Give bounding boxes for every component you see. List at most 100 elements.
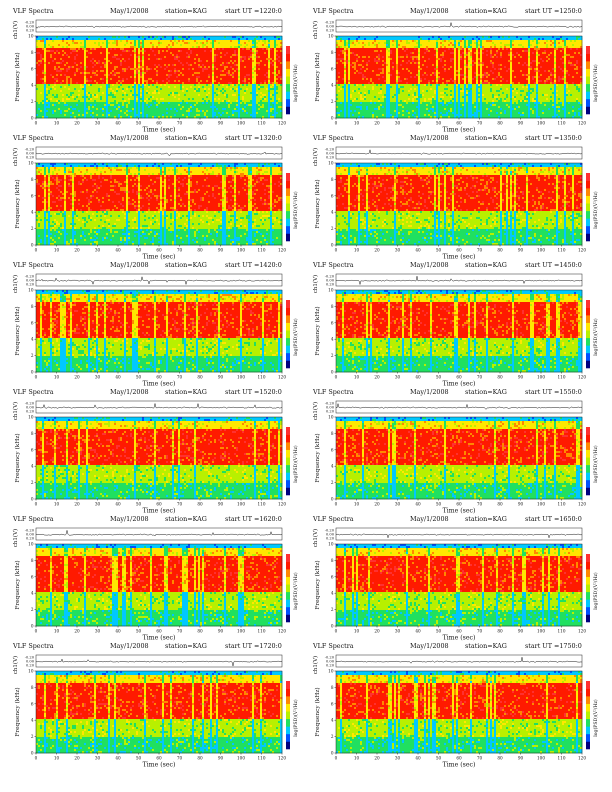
spectra-panel: VLF Spectra May/1/2008 station=KAG start UT… bbox=[310, 6, 602, 134]
x-tick-label: 40 bbox=[115, 248, 121, 253]
x-tick-label: 30 bbox=[95, 502, 101, 507]
x-tick-label: 80 bbox=[197, 121, 203, 126]
spectrogram-image bbox=[336, 671, 582, 753]
x-tick-label: 100 bbox=[237, 629, 245, 634]
x-tick-label: 50 bbox=[136, 756, 142, 761]
y-tick-label: 2 bbox=[31, 353, 34, 358]
x-tick-label: 90 bbox=[218, 756, 224, 761]
x-tick-label: 100 bbox=[237, 248, 245, 253]
x-tick-label: 90 bbox=[218, 248, 224, 253]
x-tick-label: 100 bbox=[537, 502, 545, 507]
x-tick-label: 80 bbox=[497, 248, 503, 253]
x-tick-label: 120 bbox=[278, 248, 286, 253]
colorbar-label: log(PSD)(V²/Hz) bbox=[592, 191, 599, 229]
ch-axis-label: ch1(V) bbox=[312, 275, 319, 293]
y-tick-label: 10 bbox=[28, 415, 34, 420]
x-tick-label: 70 bbox=[177, 121, 183, 126]
x-tick-label: 100 bbox=[237, 502, 245, 507]
x-tick-label: 40 bbox=[115, 121, 121, 126]
x-tick-label: 120 bbox=[278, 121, 286, 126]
x-tick-label: 110 bbox=[258, 248, 266, 253]
ch-tick-label: 0.20 bbox=[326, 537, 335, 541]
x-tick-label: 50 bbox=[136, 121, 142, 126]
y-axis-label: Frequency (kHz) bbox=[314, 687, 321, 736]
x-tick-label: 70 bbox=[477, 756, 483, 761]
y-tick-label: 0 bbox=[331, 243, 334, 248]
ch-axis-label: ch1(V) bbox=[12, 656, 19, 674]
y-tick-label: 0 bbox=[331, 370, 334, 375]
x-tick-label: 60 bbox=[456, 248, 462, 253]
x-tick-label: 60 bbox=[156, 375, 162, 380]
x-tick-label: 120 bbox=[578, 121, 586, 126]
x-tick-label: 110 bbox=[558, 248, 566, 253]
y-tick-label: 0 bbox=[31, 370, 34, 375]
spectrogram-image bbox=[336, 417, 582, 499]
y-tick-label: 6 bbox=[331, 447, 334, 452]
x-tick-label: 50 bbox=[136, 629, 142, 634]
x-tick-label: 80 bbox=[497, 756, 503, 761]
x-tick-label: 80 bbox=[197, 629, 203, 634]
x-tick-label: 20 bbox=[374, 121, 380, 126]
y-tick-label: 4 bbox=[31, 591, 34, 596]
x-tick-label: 110 bbox=[258, 121, 266, 126]
y-tick-label: 4 bbox=[31, 718, 34, 723]
x-tick-label: 100 bbox=[237, 756, 245, 761]
trace-frame bbox=[36, 147, 282, 159]
y-tick-label: 4 bbox=[331, 591, 334, 596]
x-tick-label: 90 bbox=[518, 248, 524, 253]
colorbar bbox=[286, 554, 290, 622]
x-tick-label: 40 bbox=[415, 121, 421, 126]
y-tick-label: 4 bbox=[331, 718, 334, 723]
x-tick-label: 70 bbox=[177, 629, 183, 634]
y-tick-label: 6 bbox=[31, 701, 34, 706]
x-tick-label: 0 bbox=[35, 248, 38, 253]
y-tick-label: 4 bbox=[31, 337, 34, 342]
x-tick-label: 90 bbox=[518, 502, 524, 507]
colorbar bbox=[586, 173, 590, 241]
x-tick-label: 110 bbox=[258, 502, 266, 507]
x-tick-label: 40 bbox=[415, 629, 421, 634]
ch-tick-label: 0.20 bbox=[326, 283, 335, 287]
y-axis-label: Frequency (kHz) bbox=[14, 560, 21, 609]
y-tick-label: 8 bbox=[31, 50, 34, 55]
colorbar-label: log(PSD)(V²/Hz) bbox=[592, 445, 599, 483]
spectrogram-image bbox=[36, 671, 282, 753]
x-tick-label: 100 bbox=[237, 375, 245, 380]
spectra-panel: VLF Spectra May/1/2008 station=KAG start UT… bbox=[310, 641, 602, 769]
ch-axis-label: ch1(V) bbox=[312, 402, 319, 420]
y-axis-label: Frequency (kHz) bbox=[14, 306, 21, 355]
x-tick-label: 80 bbox=[497, 121, 503, 126]
trace-frame bbox=[36, 655, 282, 667]
x-tick-label: 100 bbox=[537, 121, 545, 126]
x-tick-label: 50 bbox=[436, 248, 442, 253]
y-tick-label: 2 bbox=[31, 734, 34, 739]
y-tick-label: 0 bbox=[331, 751, 334, 756]
x-tick-label: 40 bbox=[115, 756, 121, 761]
x-tick-label: 50 bbox=[136, 502, 142, 507]
spectra-panel: VLF Spectra May/1/2008 station=KAG start UT… bbox=[310, 133, 602, 261]
spectra-panel: VLF Spectra May/1/2008 station=KAG start UT… bbox=[310, 260, 602, 388]
x-tick-label: 20 bbox=[74, 756, 80, 761]
ch-axis-label: ch1(V) bbox=[12, 148, 19, 166]
ch-tick-label: 0.20 bbox=[26, 410, 35, 414]
y-tick-label: 4 bbox=[331, 337, 334, 342]
colorbar-label: log(PSD)(V²/Hz) bbox=[292, 572, 299, 610]
y-tick-label: 2 bbox=[31, 99, 34, 104]
x-tick-label: 60 bbox=[156, 248, 162, 253]
y-tick-label: 10 bbox=[328, 34, 334, 39]
x-tick-label: 120 bbox=[278, 756, 286, 761]
x-tick-label: 50 bbox=[136, 248, 142, 253]
spectra-panel: VLF Spectra May/1/2008 station=KAG start UT… bbox=[10, 133, 302, 261]
x-tick-label: 0 bbox=[35, 502, 38, 507]
x-tick-label: 0 bbox=[35, 375, 38, 380]
x-tick-label: 90 bbox=[518, 629, 524, 634]
ch-axis-label: ch1(V) bbox=[12, 275, 19, 293]
x-tick-label: 70 bbox=[477, 248, 483, 253]
x-tick-label: 0 bbox=[335, 248, 338, 253]
x-tick-label: 30 bbox=[95, 756, 101, 761]
